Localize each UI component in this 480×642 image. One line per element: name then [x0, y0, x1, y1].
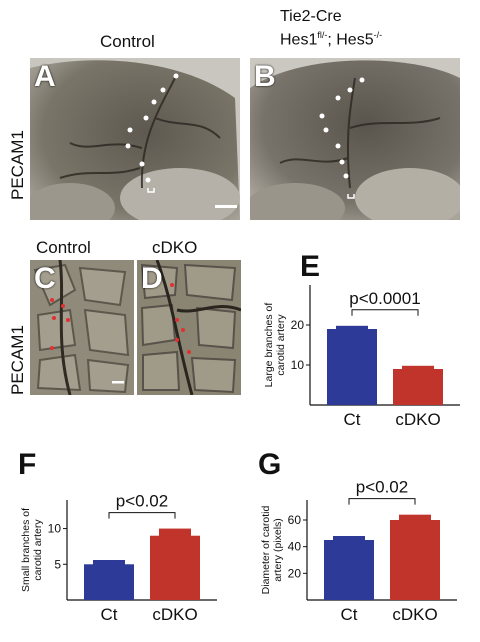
- panel-d-image: [137, 260, 241, 395]
- panel-letter-g: G: [258, 448, 282, 481]
- genotype-line-1: Tie2-Cre: [280, 8, 342, 25]
- chart-g-diameter: 20 40 60 Diameter of carotidartery (pixels)…: [260, 478, 457, 624]
- error-bar-F-Ct: [93, 560, 125, 566]
- y-axis-label-G: Diameter of carotidartery (pixels): [260, 505, 284, 594]
- panel-d-label: cDKO: [152, 238, 198, 257]
- p-value-G: p<0.02: [356, 478, 408, 497]
- panel-letter-f: F: [18, 448, 37, 481]
- x-tick-label-E-cDKO: cDKO: [395, 410, 440, 429]
- x-tick-label-G-cDKO: cDKO: [392, 605, 437, 624]
- chart-e-large-branches: 10 20 Large branches ofcarotid artery Ct cDK…: [263, 285, 460, 429]
- error-bar-E-cDKO: [402, 365, 434, 370]
- y-tick-label-G-40: 40: [288, 540, 302, 554]
- x-tick-label-F-Ct: Ct: [101, 605, 118, 624]
- bar-G-Ct: [324, 540, 374, 600]
- panel-letter-b: B: [254, 60, 276, 93]
- bar-F-Ct: [84, 564, 134, 600]
- genotype-line-2: Hes1fl/-; Hes5-/-: [280, 30, 383, 49]
- y-tick-label-E-20: 20: [291, 318, 305, 332]
- significance-bracket-F: [108, 512, 176, 519]
- panel-b-image: [250, 58, 460, 220]
- row-label-pecam1-top: PECAM1: [8, 130, 27, 200]
- x-tick-label-G-Ct: Ct: [341, 605, 358, 624]
- error-bar-G-cDKO: [399, 514, 431, 521]
- panel-a-image: [30, 58, 240, 220]
- y-tick-label-G-60: 60: [288, 513, 302, 527]
- row-label-pecam1-mid: PECAM1: [8, 325, 27, 395]
- bar-F-cDKO: [150, 535, 200, 600]
- y-axis-label-E: Large branches ofcarotid artery: [263, 303, 287, 388]
- bar-G-cDKO: [390, 520, 440, 600]
- panel-c-image: [30, 260, 134, 395]
- y-tick-label-F-10: 10: [48, 522, 62, 536]
- x-tick-label-F-cDKO: cDKO: [152, 605, 197, 624]
- significance-bracket-E: [351, 309, 419, 316]
- bar-E-cDKO: [393, 369, 443, 405]
- y-tick-label-E-10: 10: [291, 358, 305, 372]
- x-tick-label-E-Ct: Ct: [344, 410, 361, 429]
- y-axis-label-F: Small branches ofcarotid artery: [20, 508, 44, 592]
- panel-letter-a: A: [34, 60, 56, 93]
- y-tick-label-F-5: 5: [54, 557, 61, 571]
- bar-E-Ct: [327, 329, 377, 405]
- panel-c-label: Control: [36, 238, 91, 257]
- chart-f-small-branches: 5 10 Small branches ofcarotid artery Ct cDKO…: [20, 492, 217, 624]
- panel-letter-c: C: [34, 262, 56, 295]
- control-column-label: Control: [100, 32, 155, 51]
- error-bar-G-Ct: [333, 536, 365, 541]
- y-tick-label-G-20: 20: [288, 566, 302, 580]
- p-value-E: p<0.0001: [349, 289, 420, 308]
- significance-bracket-G: [348, 498, 416, 505]
- panel-letter-e: E: [300, 250, 321, 283]
- mutant-genotype-label: Tie2-Cre Hes1fl/-; Hes5-/-: [280, 8, 382, 49]
- error-bar-F-cDKO: [159, 528, 191, 537]
- p-value-F: p<0.02: [116, 492, 168, 511]
- error-bar-E-Ct: [336, 325, 368, 330]
- panel-letter-d: D: [141, 262, 163, 295]
